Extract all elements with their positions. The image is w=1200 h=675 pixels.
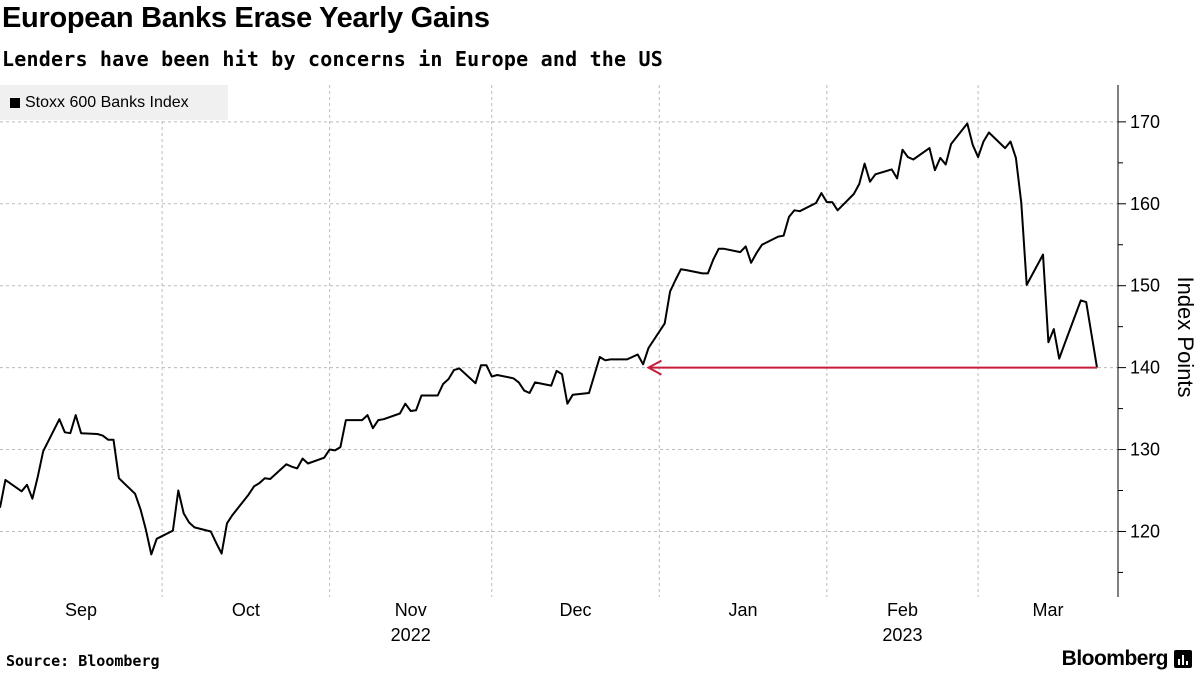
x-tick-label: Jan <box>729 600 758 620</box>
y-axis: 120 130 140 150 160 170 <box>1117 85 1160 597</box>
x-tick-label: Mar <box>1033 600 1064 620</box>
source-note: Source: Bloomberg <box>6 652 160 670</box>
y-tick-label: 150 <box>1130 276 1160 296</box>
legend-swatch <box>10 97 20 108</box>
series-line-stoxx-600-banks <box>0 122 1098 556</box>
y-tick-label: 140 <box>1130 358 1160 378</box>
bar-chart-icon <box>1174 650 1192 668</box>
x-tick-label: Feb <box>887 600 918 620</box>
legend-label: Stoxx 600 Banks Index <box>25 93 189 111</box>
x-year-label: 2023 <box>882 625 922 645</box>
y-tick-label: 170 <box>1130 112 1160 132</box>
annotation-layer <box>646 359 1097 376</box>
x-tick-label: Dec <box>560 600 592 620</box>
chart-subtitle: Lenders have been hit by concerns in Eur… <box>2 47 664 71</box>
x-tick-label: Sep <box>65 600 97 620</box>
y-axis-label: Index Points <box>1173 276 1198 397</box>
x-tick-label: Nov <box>395 600 427 620</box>
arrow-head-icon <box>646 359 662 376</box>
legend: Stoxx 600 Banks Index <box>0 85 228 120</box>
series-layer <box>0 122 1098 556</box>
logo-wordmark: Bloomberg <box>1061 647 1169 670</box>
x-year-label: 2022 <box>391 625 431 645</box>
gridlines <box>0 85 1118 597</box>
y-tick-label: 160 <box>1130 194 1160 214</box>
chart-title: European Banks Erase Yearly Gains <box>2 2 490 34</box>
y-tick-label: 130 <box>1130 440 1160 460</box>
bloomberg-logo: Bloomberg <box>1062 647 1192 671</box>
y-tick-label: 120 <box>1130 521 1160 541</box>
x-tick-label: Oct <box>232 600 260 620</box>
x-axis: Sep Oct Nov Dec Jan Feb Mar 2022 2023 <box>65 600 1064 645</box>
